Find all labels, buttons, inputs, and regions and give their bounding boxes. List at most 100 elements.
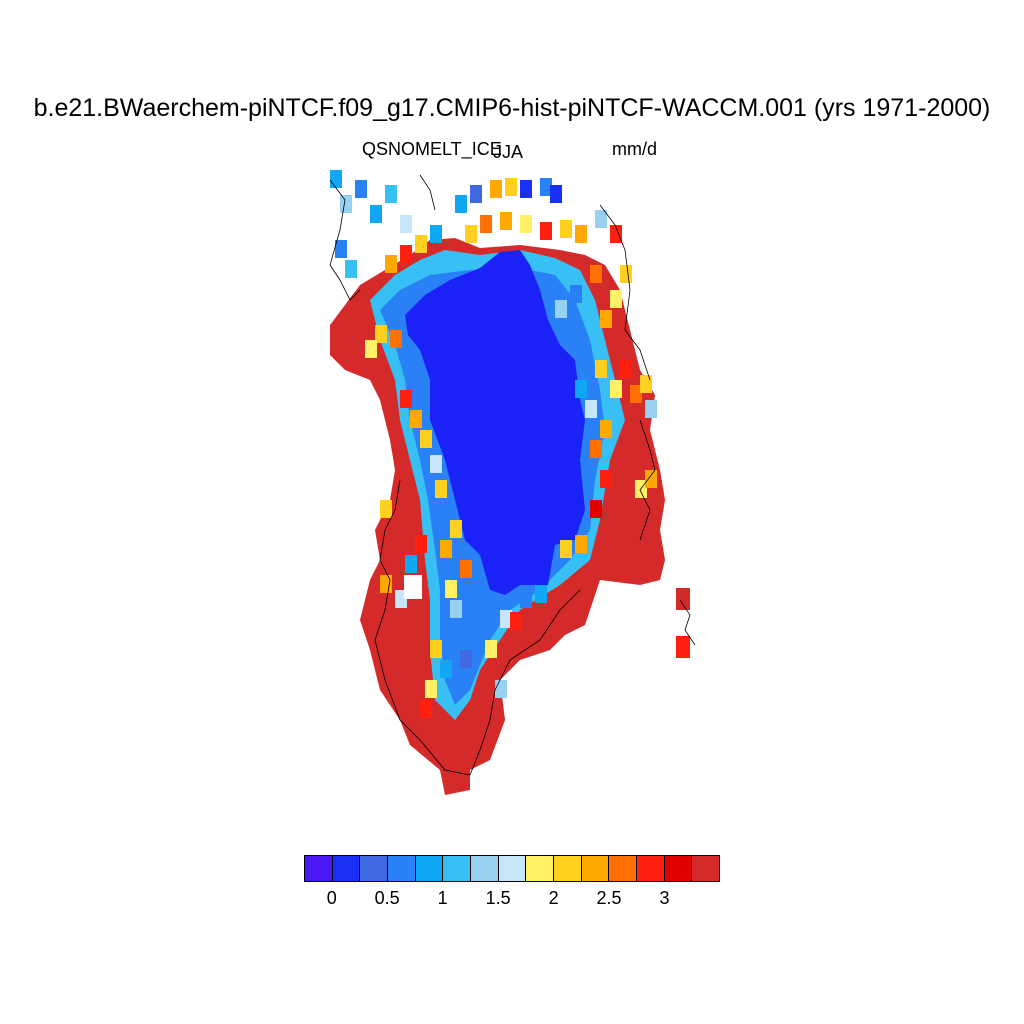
grid-cell <box>435 480 447 498</box>
colorbar-tick-label: 1 <box>437 888 448 908</box>
colorbar-swatch <box>305 856 333 881</box>
grid-cell <box>340 195 352 213</box>
grid-cell <box>500 610 512 628</box>
grid-cell <box>550 185 562 203</box>
grid-cell <box>410 410 422 428</box>
grid-cell <box>495 680 507 698</box>
grid-cell <box>595 360 607 378</box>
grid-cell <box>385 255 397 273</box>
colorbar-swatch <box>692 856 720 881</box>
grid-cell <box>480 215 492 233</box>
grid-cell <box>430 455 442 473</box>
grid-cell <box>560 220 572 238</box>
grid-cell <box>595 210 607 228</box>
grid-cell <box>470 620 482 638</box>
colorbar-swatch <box>332 856 361 881</box>
grid-cell <box>535 585 547 603</box>
grid-cell <box>485 640 497 658</box>
season-label: JJA <box>493 142 524 162</box>
grid-cell <box>540 178 552 196</box>
grid-cell <box>375 325 387 343</box>
colorbar-swatch <box>471 856 499 881</box>
grid-cell <box>676 588 690 610</box>
grid-cell <box>390 330 402 348</box>
colorbar-swatch <box>637 856 665 881</box>
grid-cell <box>645 470 657 488</box>
grid-cell <box>575 535 587 553</box>
grid-cell <box>365 340 377 358</box>
grid-cell <box>505 178 517 196</box>
colorbar-swatch <box>609 856 638 881</box>
grid-cell <box>610 290 622 308</box>
ice-interior <box>405 250 585 595</box>
grid-cell <box>575 380 587 398</box>
colorbar-swatch <box>581 856 610 881</box>
coastline <box>419 174 436 211</box>
grid-cell <box>520 215 532 233</box>
grid-cell <box>620 360 632 378</box>
colorbar-swatch <box>388 856 416 881</box>
grid-cell <box>400 390 412 408</box>
grid-cell <box>520 590 532 608</box>
plot-title: b.e21.BWaerchem-piNTCF.f09_g17.CMIP6-his… <box>33 94 991 122</box>
colorbar-swatch <box>554 856 582 881</box>
grid-cell <box>450 600 462 618</box>
grid-cell <box>510 612 522 630</box>
grid-cell <box>400 245 412 263</box>
grid-cell <box>640 375 652 393</box>
colorbar-tick-label: 3 <box>659 888 670 908</box>
grid-cell <box>335 240 347 258</box>
grid-cell <box>440 540 452 558</box>
grid-cell <box>455 195 467 213</box>
grid-cell <box>600 420 612 438</box>
coastline <box>329 179 361 301</box>
grid-cell <box>470 185 482 203</box>
grid-cell <box>355 180 367 198</box>
grid-cell <box>400 215 412 233</box>
grid-cell <box>610 380 622 398</box>
coastline <box>679 599 696 646</box>
grid-cell <box>330 170 342 188</box>
grid-cell <box>590 265 602 283</box>
grid-cell <box>425 680 437 698</box>
colorbar-swatch <box>664 856 693 881</box>
grid-cell <box>380 575 392 593</box>
grid-cell <box>415 535 427 553</box>
variable-label: QSNOMELT_ICE <box>362 139 502 159</box>
colorbar-tick-label: 0 <box>326 888 337 908</box>
grid-cell <box>440 660 452 678</box>
coastline <box>374 479 581 776</box>
grid-cell <box>590 500 602 518</box>
colorbar-tick-label: 2 <box>548 888 559 908</box>
colorbar-tick-label: 2.5 <box>596 888 622 908</box>
grid-cell <box>385 185 397 203</box>
grid-cell <box>500 212 512 230</box>
grid-cell <box>540 222 552 240</box>
grid-cell <box>450 520 462 538</box>
grid-cell <box>420 430 432 448</box>
grid-cell <box>465 225 477 243</box>
colorbar-swatch <box>526 856 555 881</box>
grid-cell <box>555 300 567 318</box>
units-label: mm/d <box>612 139 657 159</box>
grid-cell <box>415 235 427 253</box>
grid-cell <box>645 400 657 418</box>
colorbar-tick-label: 0.5 <box>374 888 400 908</box>
grid-cell <box>620 265 632 283</box>
colorbar-swatch <box>443 856 472 881</box>
grid-cell <box>460 650 472 668</box>
grid-cell <box>380 500 392 518</box>
grid-cell <box>430 225 442 243</box>
grid-cell <box>370 205 382 223</box>
colorbar-swatch <box>415 856 444 881</box>
grid-cell <box>570 285 582 303</box>
grid-cell <box>600 310 612 328</box>
grid-cell <box>490 180 502 198</box>
colorbar-swatch <box>360 856 389 881</box>
grid-cell <box>404 575 422 599</box>
colorbar <box>304 855 720 882</box>
grid-cell <box>630 385 642 403</box>
grid-cell <box>575 225 587 243</box>
